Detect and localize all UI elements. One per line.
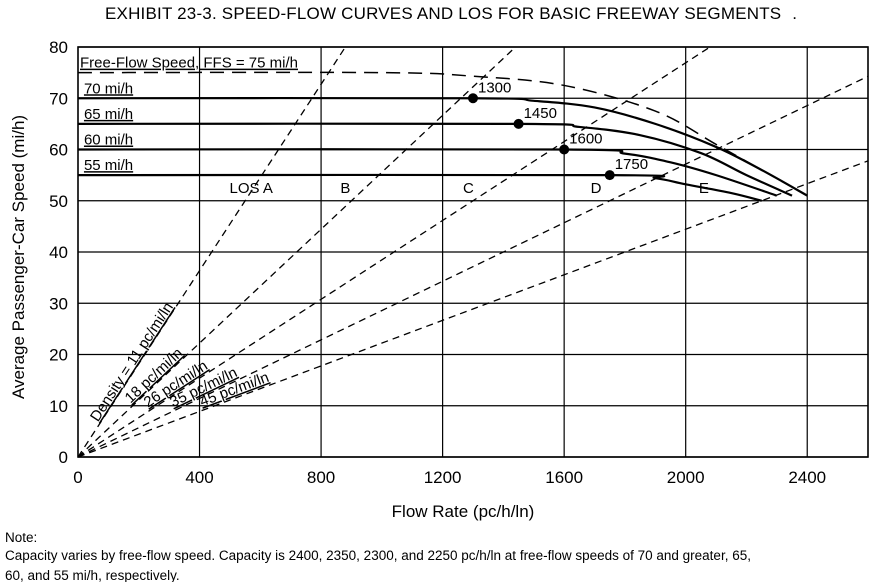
breakpoint-dot <box>468 93 478 104</box>
series-label: 65 mi/h <box>84 106 133 123</box>
speed-curve <box>77 71 808 197</box>
x-tick-label: 400 <box>185 468 213 487</box>
series-label: 60 mi/h <box>84 132 133 149</box>
chart-title-trailing: . <box>792 4 798 23</box>
y-tick-label: 30 <box>49 294 68 313</box>
breakpoint-label: 1750 <box>615 156 648 173</box>
note-text: Capacity varies by free-flow speed. Capa… <box>5 548 751 563</box>
x-tick-label: 800 <box>307 468 335 487</box>
y-tick-label: 70 <box>49 89 68 108</box>
density-line <box>77 46 516 458</box>
x-tick-label: 2000 <box>667 468 705 487</box>
note-text-continued: 60, and 55 mi/h, respectively. <box>5 568 180 582</box>
density-line <box>77 46 711 458</box>
breakpoint-dot <box>513 118 524 129</box>
los-label: D <box>591 180 602 197</box>
los-label: E <box>699 180 709 197</box>
y-tick-label: 10 <box>49 397 68 416</box>
y-tick-label: 60 <box>49 141 68 160</box>
breakpoint-label: 1450 <box>524 105 557 122</box>
y-axis-label: Average Passenger-Car Speed (mi/h) <box>9 115 28 399</box>
series-label: 55 mi/h <box>84 157 133 174</box>
breakpoint-dot <box>604 170 615 181</box>
plot-frame <box>77 46 869 458</box>
density-line <box>77 46 346 458</box>
breakpoint-label: 1600 <box>569 131 602 148</box>
x-axis-label: Flow Rate (pc/h/ln) <box>392 502 535 521</box>
los-label: B <box>340 180 350 197</box>
speed-curve <box>77 122 793 197</box>
y-tick-label: 80 <box>49 38 68 57</box>
density-lines <box>77 46 869 458</box>
speed-curve <box>77 173 762 202</box>
series-label: Free-Flow Speed, FFS = 75 mi/h <box>80 55 298 72</box>
y-tick-label: 40 <box>49 243 68 262</box>
note-label: Note: <box>5 530 38 545</box>
density-line <box>77 75 869 458</box>
breakpoint-label: 1300 <box>478 79 511 96</box>
speed-curve <box>77 96 808 197</box>
speed-curve <box>77 148 778 197</box>
y-tick-label: 20 <box>49 346 68 365</box>
chart-title: EXHIBIT 23-3. SPEED-FLOW CURVES AND LOS … <box>105 4 797 24</box>
series-label: 70 mi/h <box>84 80 133 97</box>
x-tick-label: 2400 <box>788 468 826 487</box>
y-tick-label: 0 <box>59 448 68 467</box>
density-line <box>77 160 869 458</box>
x-tick-label: 1600 <box>545 468 583 487</box>
breakpoint-dot <box>559 144 570 155</box>
los-label: C <box>463 180 474 197</box>
x-tick-label: 0 <box>73 468 82 487</box>
los-label: LOS A <box>230 180 273 197</box>
y-tick-label: 50 <box>49 192 68 211</box>
chart-title-text: EXHIBIT 23-3. SPEED-FLOW CURVES AND LOS … <box>105 4 782 23</box>
speed-flow-curves <box>77 71 808 202</box>
x-tick-label: 1200 <box>424 468 462 487</box>
